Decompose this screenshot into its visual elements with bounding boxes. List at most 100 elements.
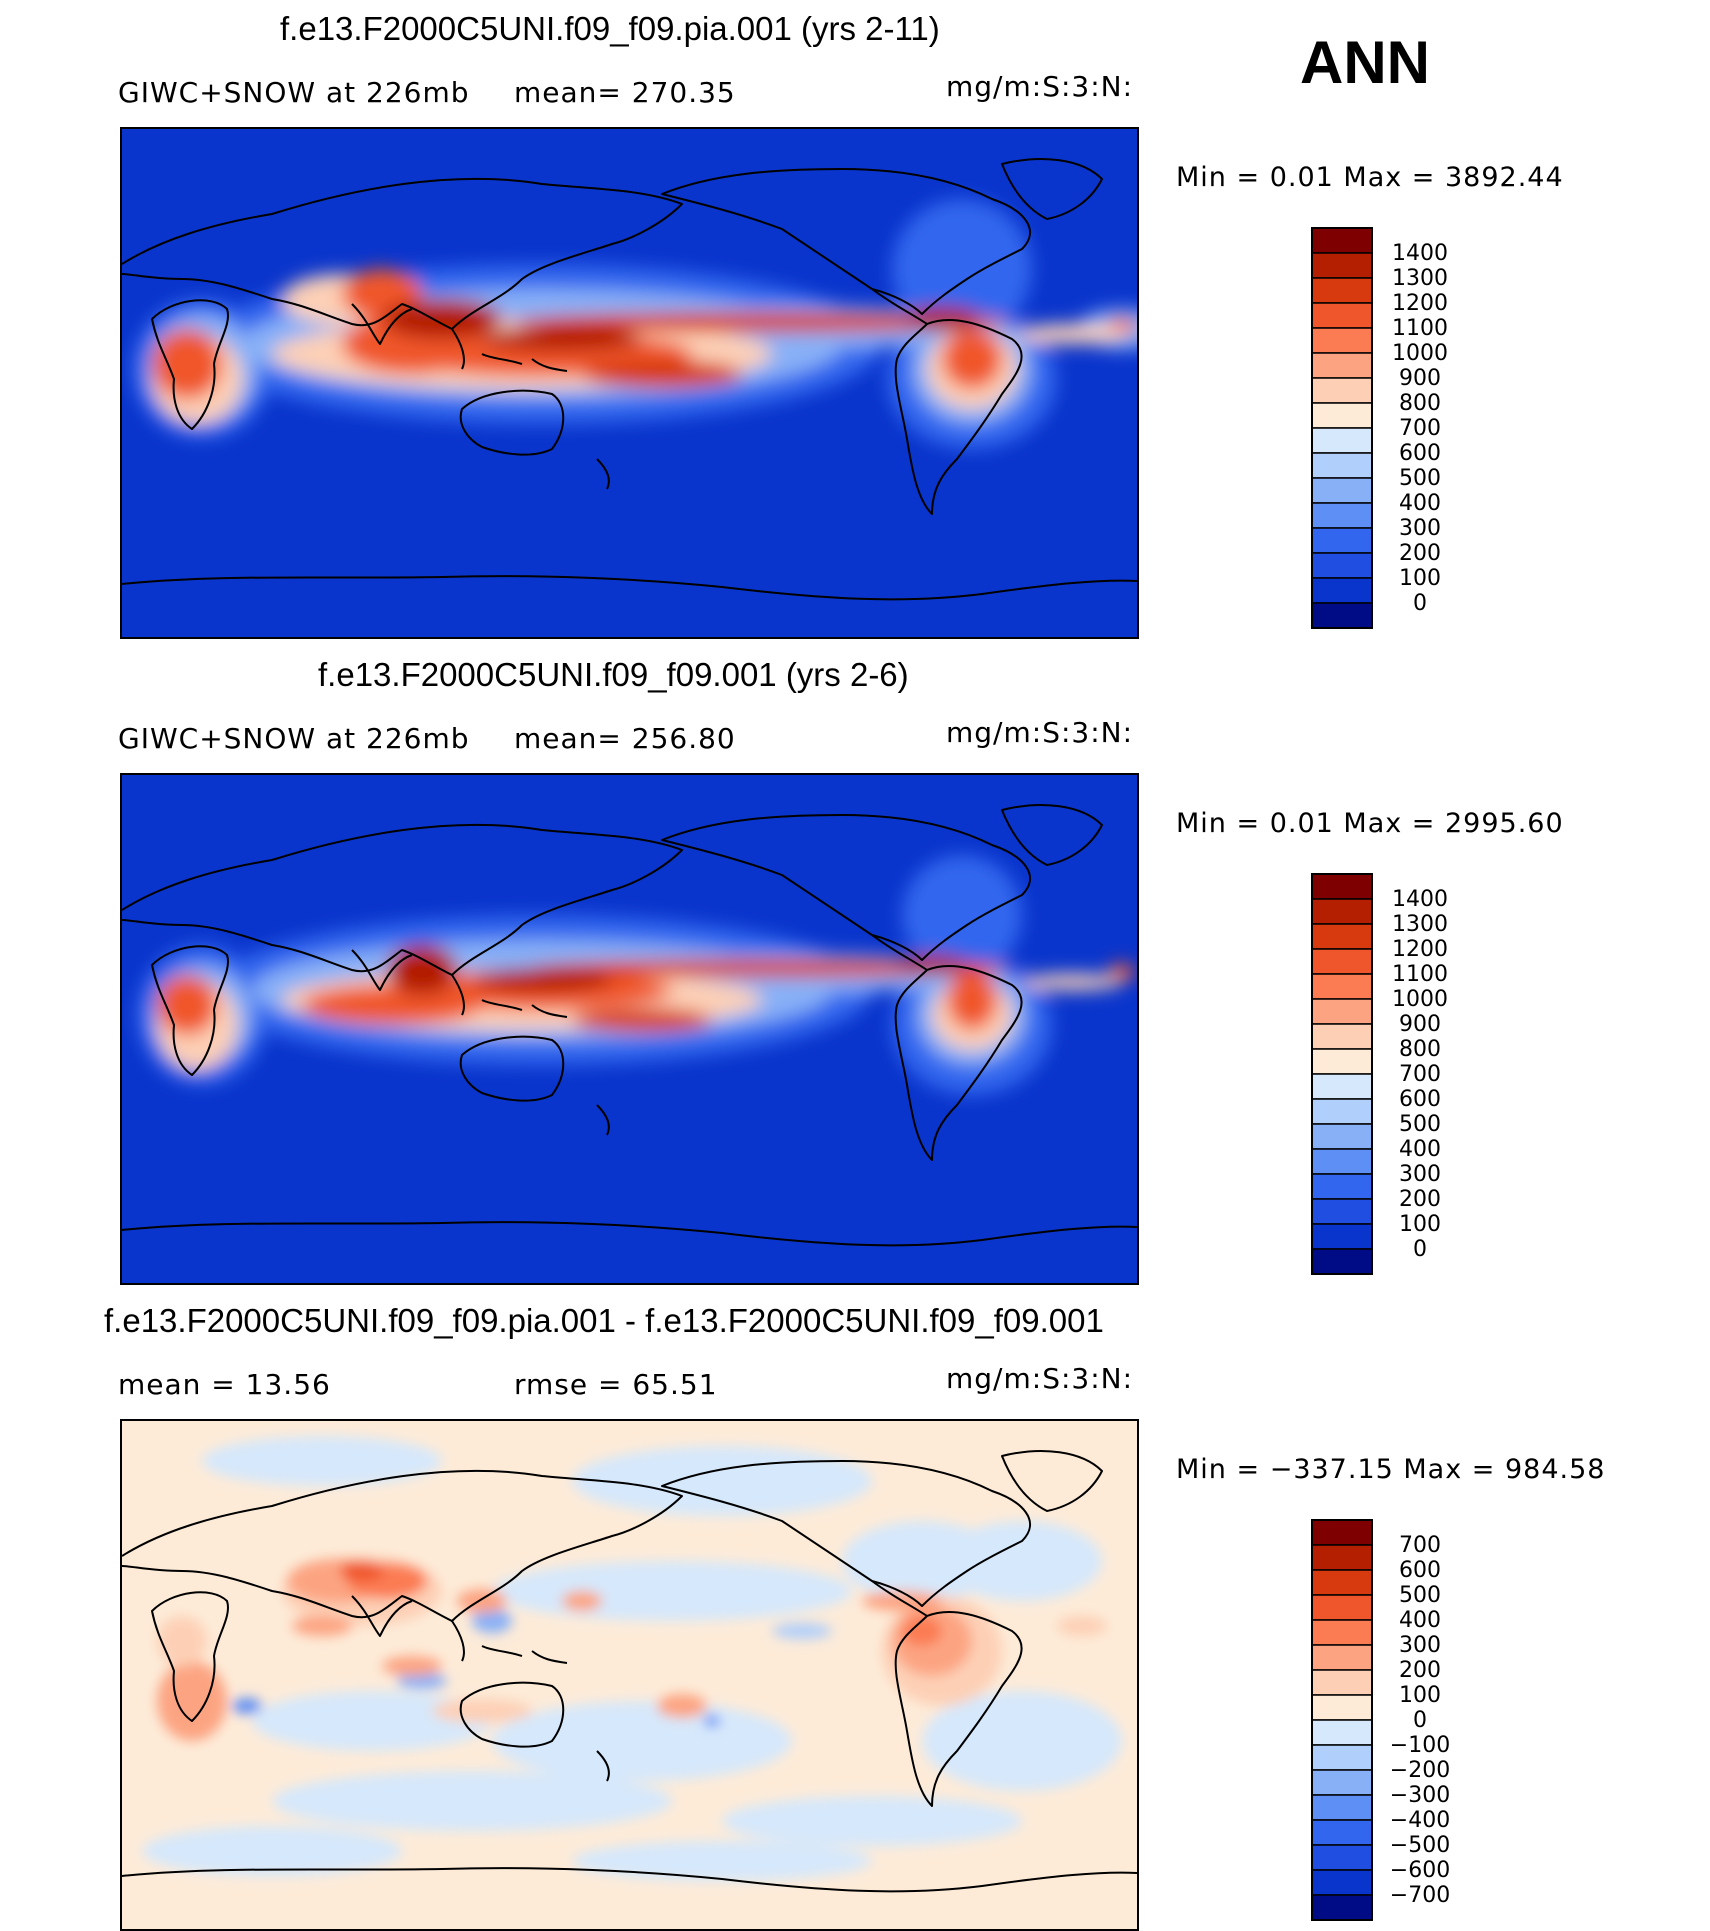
colorbar-swatch	[1311, 302, 1373, 329]
colorbar-swatch	[1311, 252, 1373, 279]
colorbar-tick-label: 0	[1413, 591, 1427, 616]
colorbar-tick-label: 100	[1399, 1212, 1441, 1237]
panel-1-colorbar-svg: 1400130012001100100090080070060050040030…	[1311, 227, 1448, 629]
colorbar-swatch	[1311, 1869, 1373, 1896]
colorbar-swatch	[1311, 1123, 1373, 1150]
colorbar-swatch	[1311, 1819, 1373, 1846]
panel-2-title: f.e13.F2000C5UNI.f09_f09.001 (yrs 2-6)	[318, 656, 909, 693]
colorbar-tick-label: 200	[1399, 541, 1441, 566]
colorbar-swatch	[1311, 1023, 1373, 1050]
panel-2-minmax: Min = 0.01 Max = 2995.60	[1176, 808, 1564, 839]
panel-2-units: mg/m:S:3:N:	[946, 716, 1134, 749]
colorbar-tick-label: −600	[1390, 1858, 1450, 1883]
colorbar-tick-label: 300	[1399, 1633, 1441, 1658]
colorbar-tick-label: −300	[1390, 1783, 1450, 1808]
colorbar-tick-label: 100	[1399, 1683, 1441, 1708]
colorbar-tick-label: 600	[1399, 1558, 1441, 1583]
colorbar-tick-label: −400	[1390, 1808, 1450, 1833]
colorbar-swatch	[1311, 1894, 1373, 1921]
colorbar-swatch	[1311, 1098, 1373, 1125]
colorbar-swatch	[1311, 1544, 1373, 1571]
colorbar-tick-label: 1100	[1392, 316, 1448, 341]
panel-3-units: mg/m:S:3:N:	[946, 1362, 1134, 1395]
colorbar-tick-label: 300	[1399, 516, 1441, 541]
colorbar-swatch	[1311, 227, 1373, 254]
colorbar-swatch	[1311, 427, 1373, 454]
panel-3-colorbar-svg: 7006005004003002001000−100−200−300−400−5…	[1311, 1519, 1450, 1921]
colorbar-swatch	[1311, 1719, 1373, 1746]
colorbar-swatch	[1311, 577, 1373, 604]
panel-1-minmax: Min = 0.01 Max = 3892.44	[1176, 162, 1564, 193]
colorbar-tick-label: 400	[1399, 1608, 1441, 1633]
colorbar-swatch	[1311, 277, 1373, 304]
colorbar-tick-label: 1400	[1392, 887, 1448, 912]
colorbar-swatch	[1311, 377, 1373, 404]
season-label: ANN	[1300, 29, 1430, 96]
colorbar-tick-label: −700	[1390, 1883, 1450, 1908]
colorbar-swatch	[1311, 1594, 1373, 1621]
panel-2-variable-label: GIWC+SNOW at 226mb	[118, 722, 470, 755]
panel-1-colorbar: 1400 1300 1200 1100 1000 900 800 700 600 500 400 30…	[1310, 226, 1460, 630]
colorbar-swatch	[1311, 1644, 1373, 1671]
colorbar-tick-label: 700	[1399, 416, 1441, 441]
colorbar-swatch	[1311, 1794, 1373, 1821]
colorbar-swatch	[1311, 602, 1373, 629]
colorbar-swatch	[1311, 477, 1373, 504]
colorbar-swatch	[1311, 1694, 1373, 1721]
panel-1-mean-label: mean= 270.35	[514, 76, 736, 109]
colorbar-swatch	[1311, 1744, 1373, 1771]
panel-3-map-svg	[122, 1421, 1137, 1929]
colorbar-swatch	[1311, 1519, 1373, 1546]
panel-2-colorbar: 1400 1300 1200 1100 1000 900 800 700 600 500 400 30…	[1310, 872, 1460, 1276]
colorbar-swatch	[1311, 452, 1373, 479]
colorbar-swatch	[1311, 973, 1373, 1000]
colorbar-swatch	[1311, 873, 1373, 900]
colorbar-tick-label: 500	[1399, 1112, 1441, 1137]
panel-1-title: f.e13.F2000C5UNI.f09_f09.pia.001 (yrs 2-…	[280, 10, 940, 47]
colorbar-tick-label: 1200	[1392, 291, 1448, 316]
colorbar-swatch	[1311, 552, 1373, 579]
panel-3-map	[120, 1419, 1139, 1931]
colorbar-swatch	[1311, 898, 1373, 925]
colorbar-swatch	[1311, 1148, 1373, 1175]
colorbar-swatch	[1311, 998, 1373, 1025]
colorbar-tick-label: 1400	[1392, 241, 1448, 266]
colorbar-tick-label: 500	[1399, 1583, 1441, 1608]
colorbar-tick-label: 700	[1399, 1533, 1441, 1558]
colorbar-swatch	[1311, 1844, 1373, 1871]
panel-3-minmax: Min = −337.15 Max = 984.58	[1176, 1454, 1606, 1485]
colorbar-tick-label: 300	[1399, 1162, 1441, 1187]
colorbar-swatch	[1311, 1223, 1373, 1250]
colorbar-tick-label: 1300	[1392, 912, 1448, 937]
colorbar-swatch	[1311, 948, 1373, 975]
colorbar-tick-label: 1000	[1392, 341, 1448, 366]
panel-1-units: mg/m:S:3:N:	[946, 70, 1134, 103]
colorbar-tick-label: 900	[1399, 1012, 1441, 1037]
colorbar-swatch	[1311, 923, 1373, 950]
colorbar-swatch	[1311, 352, 1373, 379]
colorbar-tick-label: 200	[1399, 1658, 1441, 1683]
colorbar-tick-label: 200	[1399, 1187, 1441, 1212]
panel-3-rmse-label: rmse = 65.51	[514, 1368, 718, 1401]
panel-1-variable-label: GIWC+SNOW at 226mb	[118, 76, 470, 109]
colorbar-tick-label: 1000	[1392, 987, 1448, 1012]
colorbar-outline	[1311, 1519, 1373, 1921]
panel-1-map-svg	[122, 129, 1137, 637]
colorbar-tick-label: 400	[1399, 491, 1441, 516]
colorbar-tick-label: 0	[1413, 1237, 1427, 1262]
colorbar-tick-label: −100	[1390, 1733, 1450, 1758]
colorbar-swatch	[1311, 1569, 1373, 1596]
colorbar-swatch	[1311, 1048, 1373, 1075]
colorbar-outline	[1311, 873, 1373, 1275]
colorbar-swatch	[1311, 502, 1373, 529]
panel-3-title: f.e13.F2000C5UNI.f09_f09.pia.001 - f.e13…	[104, 1302, 1104, 1339]
colorbar-tick-label: 600	[1399, 441, 1441, 466]
colorbar-tick-label: −500	[1390, 1833, 1450, 1858]
colorbar-swatch	[1311, 527, 1373, 554]
colorbar-tick-label: 100	[1399, 566, 1441, 591]
colorbar-outline	[1311, 227, 1373, 629]
panel-2-colorbar-svg: 1400130012001100100090080070060050040030…	[1311, 873, 1448, 1275]
colorbar-tick-label: 1100	[1392, 962, 1448, 987]
colorbar-swatch	[1311, 1173, 1373, 1200]
panel-1-map	[120, 127, 1139, 639]
